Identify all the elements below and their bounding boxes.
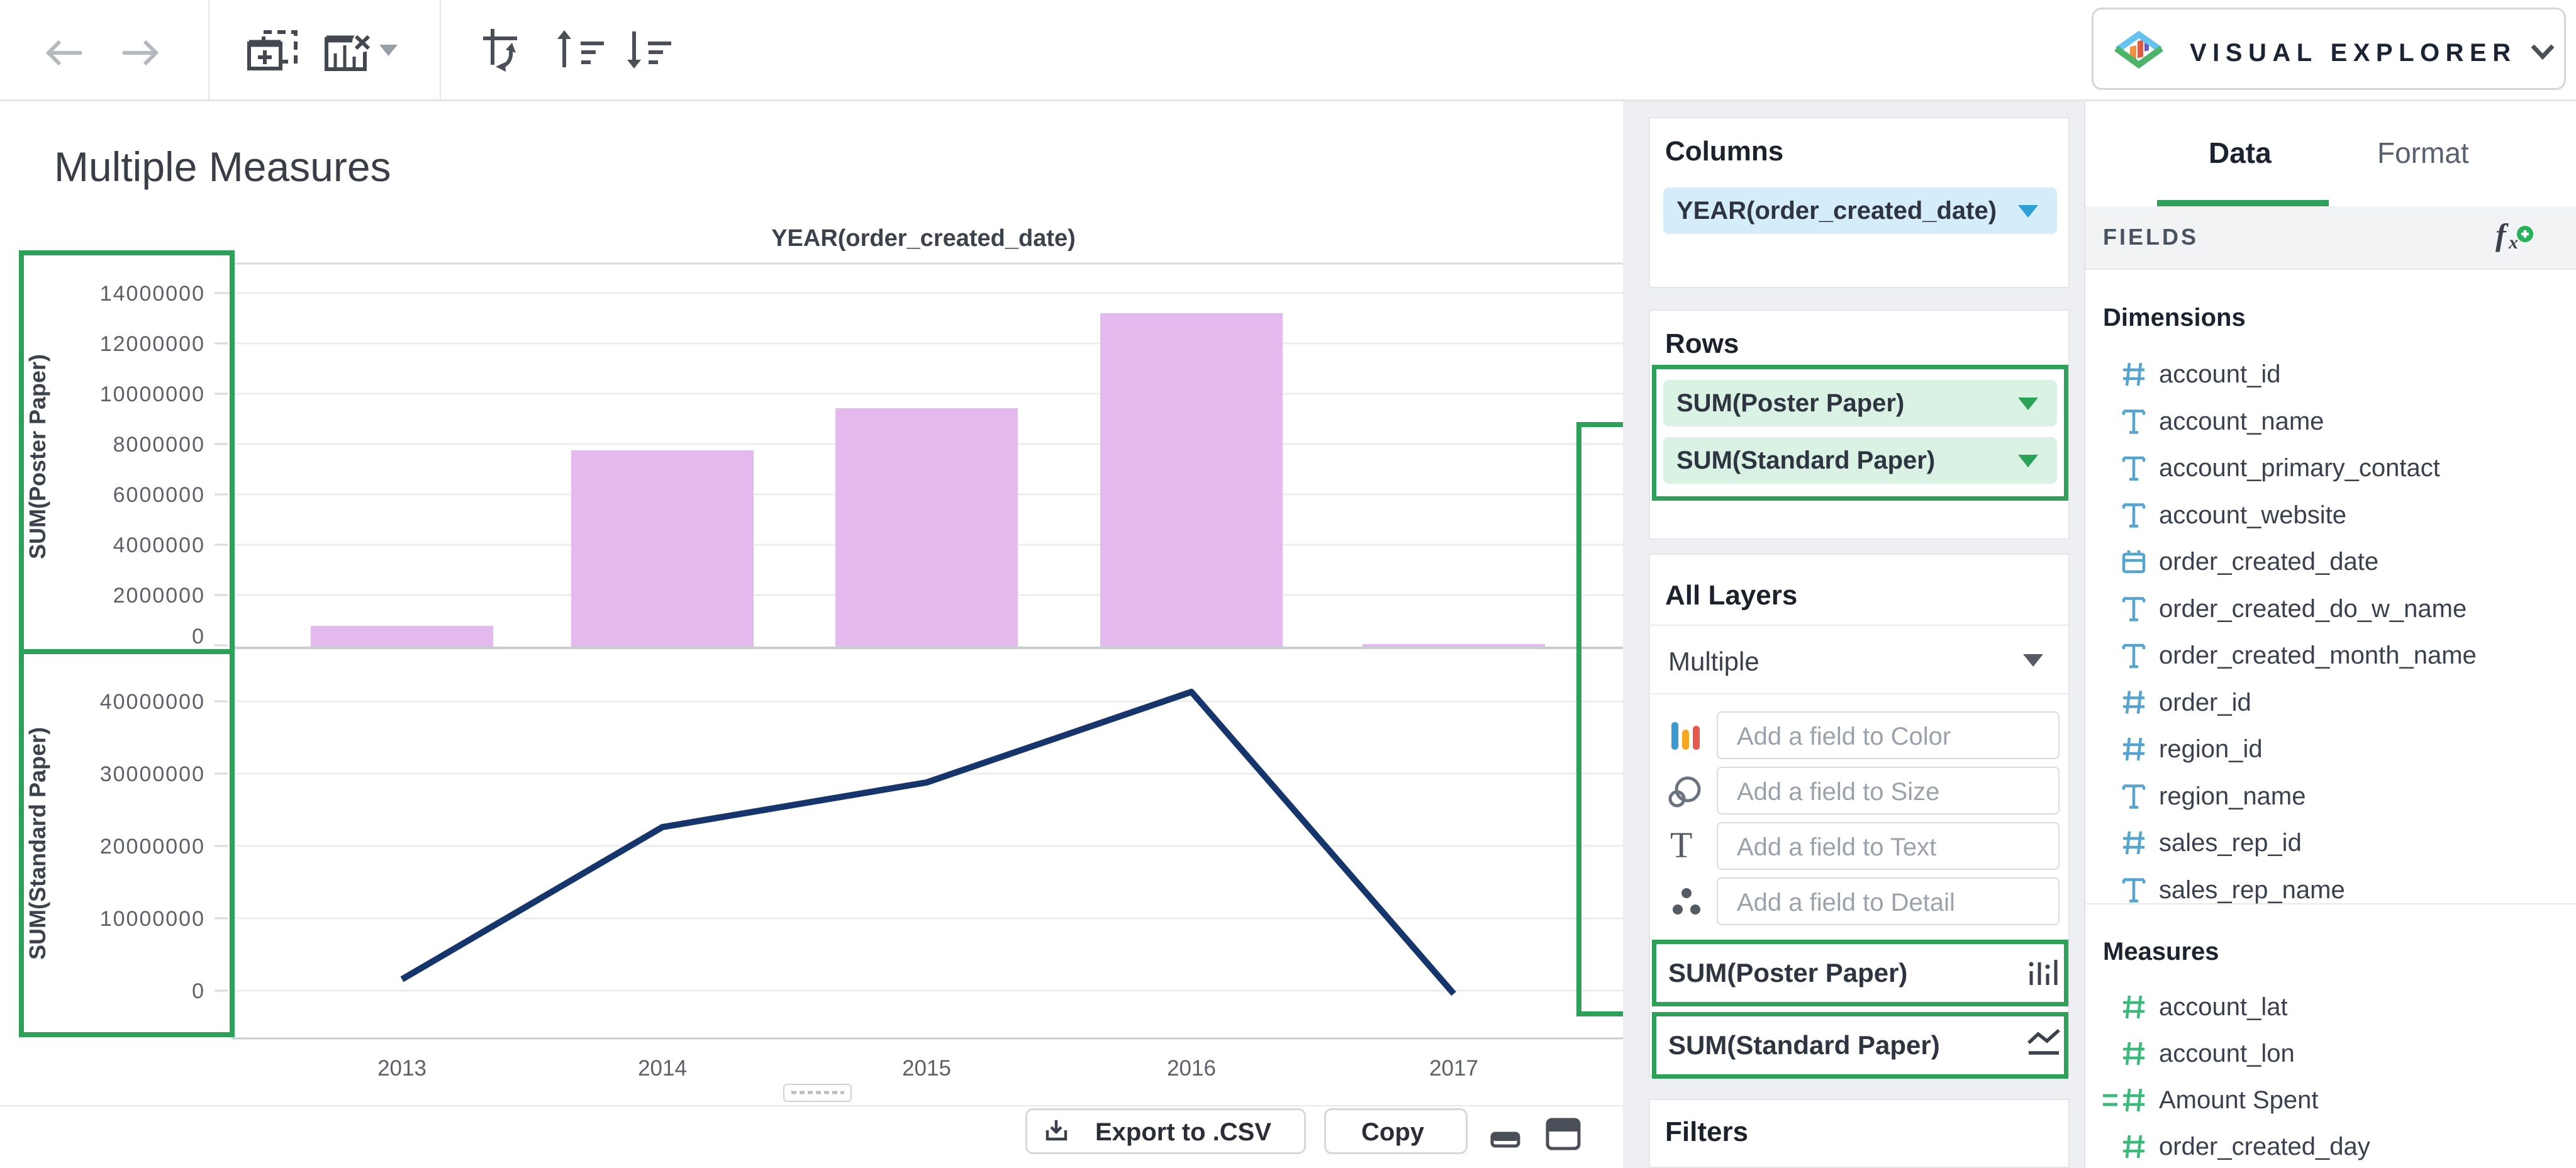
svg-text:2015: 2015	[902, 1056, 951, 1081]
svg-text:0: 0	[192, 979, 205, 1003]
svg-text:10000000: 10000000	[100, 382, 205, 406]
svg-text:30000000: 30000000	[100, 762, 205, 786]
svg-text:2000000: 2000000	[113, 584, 205, 608]
svg-text:SUM(Poster Paper): SUM(Poster Paper)	[25, 354, 50, 559]
svg-text:8000000: 8000000	[113, 433, 205, 457]
svg-text:4000000: 4000000	[113, 533, 205, 557]
svg-text:40000000: 40000000	[100, 690, 205, 714]
svg-text:2016: 2016	[1167, 1056, 1216, 1081]
svg-text:12000000: 12000000	[100, 332, 205, 356]
svg-text:2013: 2013	[377, 1056, 427, 1081]
svg-text:f: f	[2495, 218, 2509, 252]
svg-text:6000000: 6000000	[113, 483, 205, 507]
svg-text:10000000: 10000000	[100, 907, 205, 931]
svg-text:0: 0	[192, 625, 205, 648]
svg-text:14000000: 14000000	[100, 282, 205, 306]
svg-text:2017: 2017	[1429, 1056, 1478, 1081]
svg-text:20000000: 20000000	[100, 835, 205, 859]
svg-text:SUM(Standard Paper): SUM(Standard Paper)	[25, 727, 50, 960]
svg-text:YEAR(order_created_date): YEAR(order_created_date)	[771, 225, 1076, 252]
svg-text:2014: 2014	[638, 1056, 687, 1081]
svg-text:x: x	[2508, 232, 2518, 253]
